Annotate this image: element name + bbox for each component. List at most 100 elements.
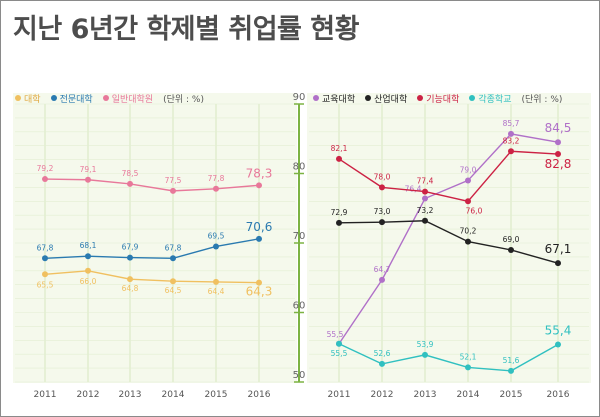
data-point <box>508 246 514 253</box>
legend-item: 교육대학 <box>313 92 355 105</box>
data-point <box>465 364 471 371</box>
data-point <box>127 254 133 261</box>
data-label: 79,0 <box>460 165 477 174</box>
legend-item: 기능대학 <box>417 92 459 105</box>
data-label: 67,9 <box>122 243 139 252</box>
data-label: 78,3 <box>246 166 273 180</box>
x-tick-label: 2016 <box>547 390 570 400</box>
data-point <box>85 253 91 260</box>
legend-item: 각종학교 <box>469 92 512 105</box>
data-point <box>256 279 262 286</box>
right-unit-label: (단위 : %) <box>521 94 563 105</box>
data-label: 64,7 <box>374 265 391 274</box>
data-label: 69,0 <box>503 235 520 244</box>
data-label: 68,1 <box>80 241 97 250</box>
left-plot-area <box>13 93 297 383</box>
series-line <box>338 220 559 264</box>
data-label: 70,6 <box>246 220 273 234</box>
left-unit-label: (단위 : %) <box>163 94 204 105</box>
y-tick-label: 80 <box>293 162 306 173</box>
x-tick-label: 2011 <box>34 390 57 400</box>
data-point <box>85 176 91 183</box>
x-tick-label: 2013 <box>119 390 142 400</box>
legend-item: 일반대학원 <box>102 92 153 105</box>
data-point <box>422 188 428 195</box>
data-label: 67,8 <box>37 243 54 252</box>
series-line <box>44 238 260 259</box>
data-point <box>170 255 176 262</box>
legend-dot <box>15 95 21 101</box>
data-label: 72,9 <box>331 208 348 217</box>
data-point <box>213 243 219 250</box>
data-label: 79,1 <box>80 165 97 174</box>
data-point <box>256 182 262 189</box>
data-point <box>379 276 385 283</box>
data-label: 66,0 <box>80 277 97 286</box>
data-label: 83,2 <box>503 136 520 145</box>
data-point <box>256 235 262 242</box>
legend-dot <box>102 95 109 101</box>
data-point <box>465 177 471 184</box>
data-point <box>555 139 561 146</box>
data-label: 77,4 <box>417 177 434 186</box>
data-point <box>422 195 428 202</box>
x-tick-label: 2015 <box>205 390 228 400</box>
x-tick-label: 2012 <box>371 390 394 400</box>
y-tick-label: 60 <box>293 301 306 312</box>
data-point <box>127 276 133 283</box>
x-tick-label: 2015 <box>500 390 523 400</box>
series-line <box>44 270 260 284</box>
data-point <box>379 184 385 191</box>
data-label: 65,5 <box>37 280 54 289</box>
x-tick-label: 2013 <box>414 390 437 400</box>
data-point <box>422 351 428 358</box>
data-label: 79,2 <box>37 164 54 173</box>
data-label: 77,8 <box>208 174 225 183</box>
legend-item: 대학 <box>15 92 41 105</box>
data-label: 64,4 <box>208 287 225 296</box>
x-tick-label: 2016 <box>248 390 271 400</box>
data-point <box>379 360 385 367</box>
x-tick-label: 2011 <box>328 390 351 400</box>
y-tick-label: 50 <box>293 370 306 381</box>
data-label: 67,8 <box>165 243 182 252</box>
data-point <box>465 198 471 205</box>
data-point <box>555 260 561 267</box>
data-point <box>42 255 48 262</box>
data-label: 52,1 <box>460 352 477 361</box>
legend-label: 기능대학 <box>426 94 460 105</box>
page-title: 지난 6년간 학제별 취업률 현황 <box>13 14 359 45</box>
data-point <box>336 155 342 162</box>
data-label: 64,5 <box>165 286 182 295</box>
data-label: 82,1 <box>331 144 348 153</box>
data-label: 64,3 <box>246 285 273 299</box>
data-label: 70,2 <box>460 227 477 236</box>
legend-dot <box>469 95 476 101</box>
legend-label: 각종학교 <box>478 94 512 105</box>
data-label: 73,0 <box>374 207 391 216</box>
y-tick-label: 90 <box>293 92 306 103</box>
data-point <box>508 148 514 155</box>
legend-dot <box>417 95 424 101</box>
series-line <box>44 178 260 192</box>
series-line <box>338 343 559 372</box>
data-point <box>508 367 514 374</box>
data-label: 67,1 <box>545 242 572 256</box>
legend-label: 전문대학 <box>59 94 93 105</box>
legend-item: 전문대학 <box>50 92 93 105</box>
data-label: 85,7 <box>503 119 520 128</box>
data-label: 51,6 <box>503 356 520 365</box>
data-label: 78,0 <box>374 172 391 181</box>
x-tick-label: 2014 <box>162 390 185 400</box>
data-label: 77,5 <box>165 176 182 185</box>
data-point <box>336 340 342 347</box>
x-tick-label: 2014 <box>457 390 480 400</box>
data-label: 64,8 <box>122 284 139 293</box>
data-label: 69,5 <box>208 231 225 240</box>
x-tick-label: 2012 <box>77 390 100 400</box>
data-label: 55,5 <box>327 330 344 339</box>
data-point <box>422 217 428 224</box>
series-line <box>338 133 559 345</box>
